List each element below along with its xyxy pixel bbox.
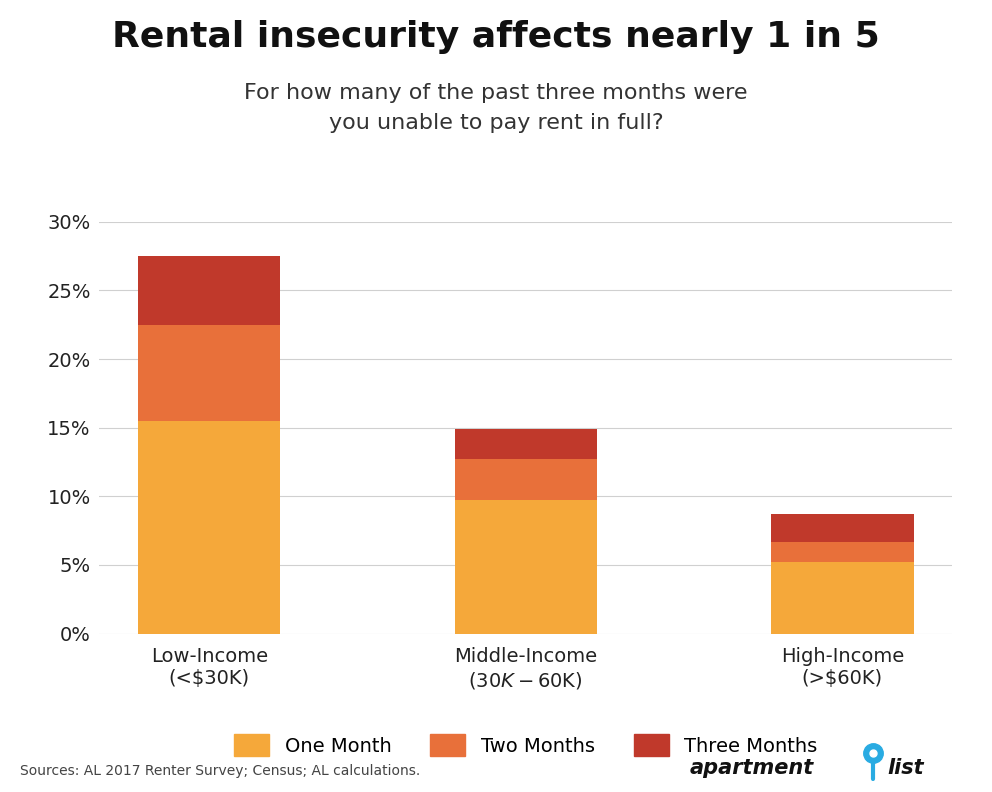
Text: Rental insecurity affects nearly 1 in 5: Rental insecurity affects nearly 1 in 5: [112, 20, 880, 54]
Bar: [138, 421, 281, 634]
Bar: [138, 325, 281, 421]
Text: list: list: [888, 758, 925, 778]
Text: For how many of the past three months were
you unable to pay rent in full?: For how many of the past three months we…: [244, 83, 748, 133]
Text: apartment: apartment: [689, 758, 813, 778]
Bar: [771, 542, 914, 562]
Legend: One Month, Two Months, Three Months: One Month, Two Months, Three Months: [234, 734, 817, 756]
Text: Sources: AL 2017 Renter Survey; Census; AL calculations.: Sources: AL 2017 Renter Survey; Census; …: [20, 763, 420, 778]
Bar: [771, 562, 914, 634]
Bar: [771, 514, 914, 542]
Bar: [454, 459, 597, 501]
Bar: [138, 256, 281, 325]
Bar: [454, 429, 597, 459]
Bar: [454, 501, 597, 634]
